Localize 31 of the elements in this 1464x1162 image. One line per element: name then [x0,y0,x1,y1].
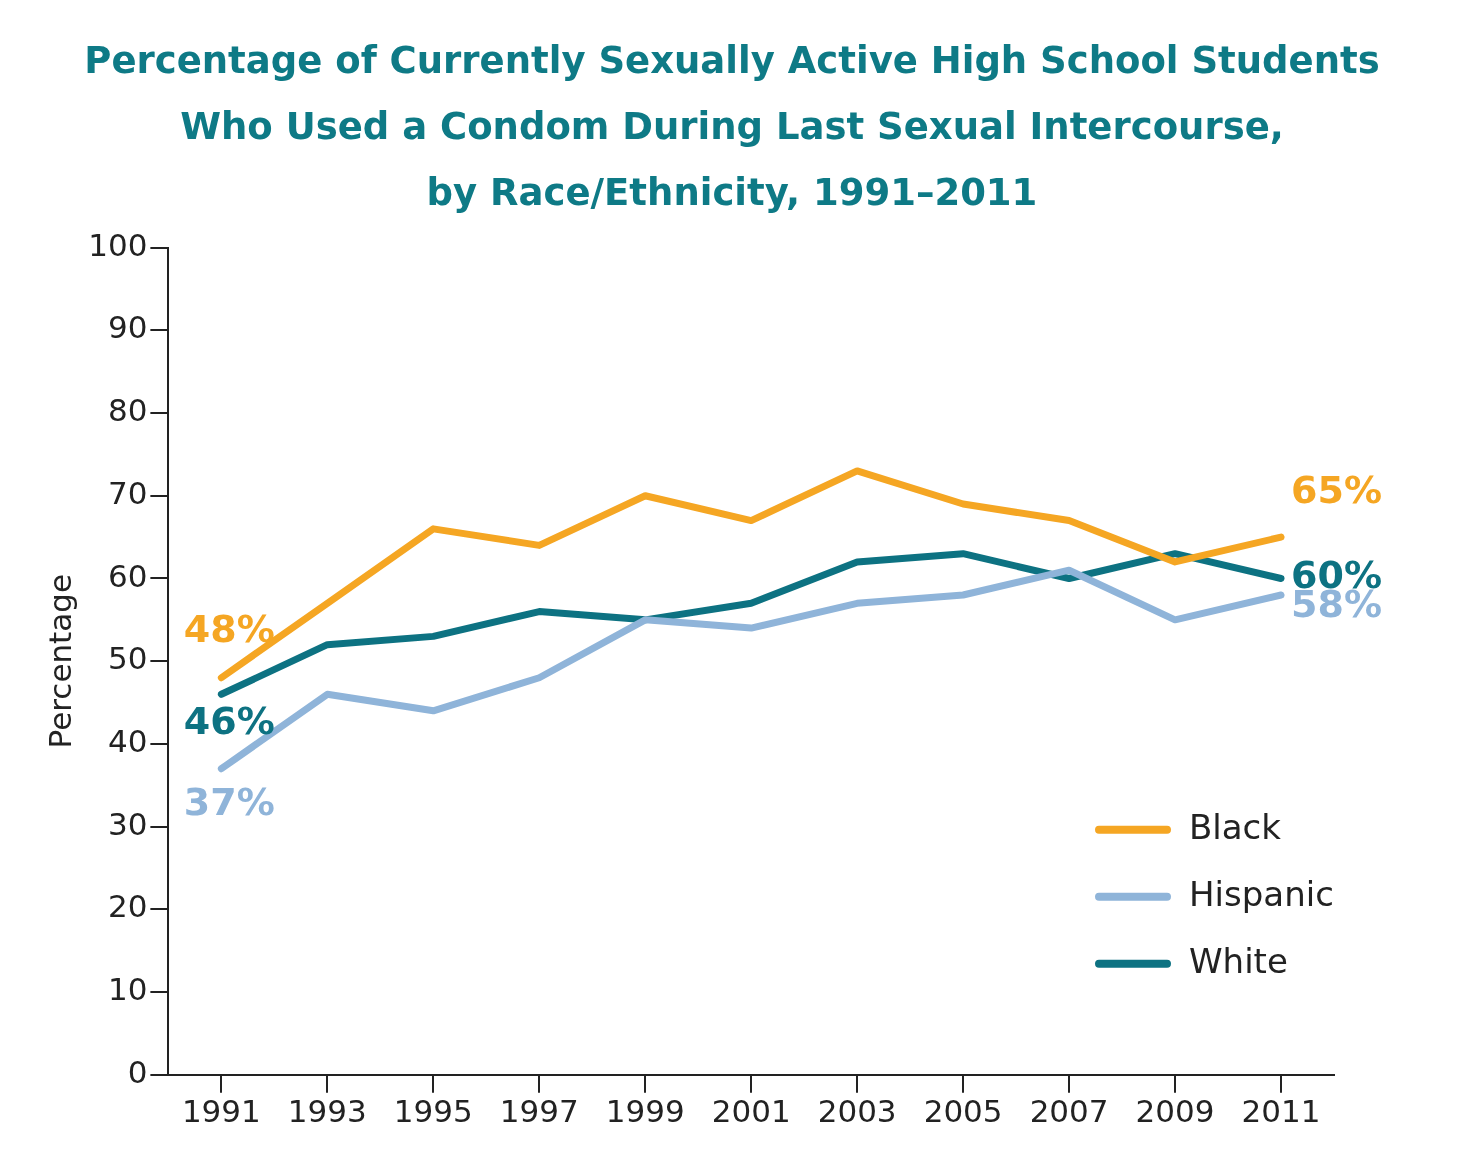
data-label: 37% [183,779,275,824]
x-tick-label: 1993 [287,1093,367,1130]
y-tick-label: 60 [107,557,148,594]
x-tick-label: 2011 [1241,1093,1321,1130]
y-tick-label: 0 [127,1053,148,1090]
x-tick-label: 2005 [923,1093,1003,1130]
legend-label: Black [1189,806,1282,847]
x-tick-label: 1999 [605,1093,685,1130]
y-tick-label: 50 [107,640,148,677]
y-tick-label: 30 [107,805,148,842]
x-tick-label: 2001 [711,1093,791,1130]
y-tick-label: 40 [107,722,148,759]
data-label: 65% [1291,467,1382,512]
y-tick-label: 90 [107,309,148,346]
x-tick-label: 1991 [181,1093,261,1130]
x-tick-label: 2003 [817,1093,897,1130]
y-tick-label: 80 [107,392,148,429]
x-tick-label: 2009 [1135,1093,1215,1130]
y-axis-title: Percentage [41,574,78,749]
x-tick-label: 2007 [1029,1093,1109,1130]
y-tick-label: 70 [107,474,148,511]
data-label: 46% [183,699,275,744]
y-tick-label: 20 [107,888,148,925]
x-tick-label: 1997 [499,1093,579,1130]
x-tick-label: 1995 [393,1093,473,1130]
y-tick-label: 10 [107,971,148,1008]
legend-label: Hispanic [1189,873,1334,914]
y-tick-label: 100 [88,226,148,263]
data-label: 48% [183,606,275,651]
chart-title: Percentage of Currently Sexually Active High School Students Who Used a Condom During Last Sexual Intercourse, by Race/Ethnicity, 1991–2011 [83,38,1381,216]
legend-label: White [1189,940,1288,981]
